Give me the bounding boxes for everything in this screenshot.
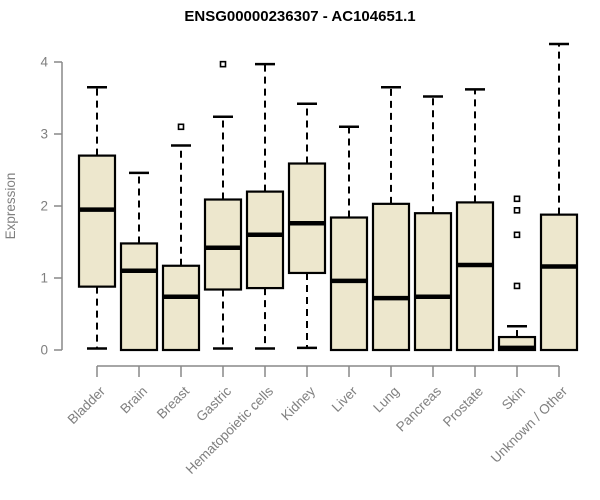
x-tick-label: Prostate <box>440 384 486 430</box>
outlier-point <box>219 60 227 68</box>
chart-title: ENSG00000236307 - AC104651.1 <box>184 8 415 25</box>
outlier-point <box>513 195 521 203</box>
x-tick-label: Lung <box>370 384 402 416</box>
boxplot-unknown-other <box>539 42 579 352</box>
iqr-box <box>245 190 285 290</box>
y-tick-label: 0 <box>40 343 48 358</box>
outlier-point <box>513 207 521 214</box>
boxplot-prostate <box>455 88 495 352</box>
boxplot-hematopoietic-cells <box>245 62 285 350</box>
y-tick-label: 4 <box>40 55 48 70</box>
y-tick-label: 1 <box>40 271 48 286</box>
x-tick-label: Bladder <box>65 383 109 427</box>
x-tick-label: Brain <box>117 384 150 417</box>
boxplot-gastric <box>203 60 243 350</box>
x-tick-label: Liver <box>329 383 361 415</box>
y-axis-title: Expression <box>3 173 18 240</box>
x-tick-label: Gastric <box>193 383 234 424</box>
outlier-point <box>513 231 521 239</box>
x-tick-label: Kidney <box>278 383 318 423</box>
y-tick-label: 3 <box>40 127 48 142</box>
boxplot-skin <box>497 195 537 352</box>
x-tick-label: Unknown / Other <box>488 383 571 466</box>
boxplot-kidney <box>287 102 327 350</box>
boxplot-brain <box>119 171 159 352</box>
y-axis: 0 1 2 3 4 <box>40 55 63 358</box>
iqr-box <box>77 154 117 288</box>
x-tick-label: Breast <box>154 383 192 421</box>
plot-area <box>77 42 579 352</box>
iqr-box <box>539 213 579 352</box>
iqr-box <box>413 212 453 352</box>
boxplot-bladder <box>77 85 117 350</box>
outlier-point <box>177 123 185 131</box>
boxplot-breast <box>161 123 201 352</box>
iqr-box <box>329 216 369 352</box>
boxplot-liver <box>329 125 369 352</box>
iqr-box <box>161 264 201 352</box>
iqr-box <box>203 198 243 291</box>
y-tick-label: 2 <box>40 199 48 214</box>
boxplot-pancreas <box>413 95 453 352</box>
iqr-box <box>371 202 411 352</box>
boxplot-lung <box>371 85 411 352</box>
iqr-box <box>287 162 327 275</box>
x-tick-label: Skin <box>499 384 528 413</box>
outlier-point <box>513 282 521 290</box>
x-tick-label: Pancreas <box>393 383 444 434</box>
iqr-box <box>119 242 159 352</box>
iqr-box <box>455 201 495 352</box>
